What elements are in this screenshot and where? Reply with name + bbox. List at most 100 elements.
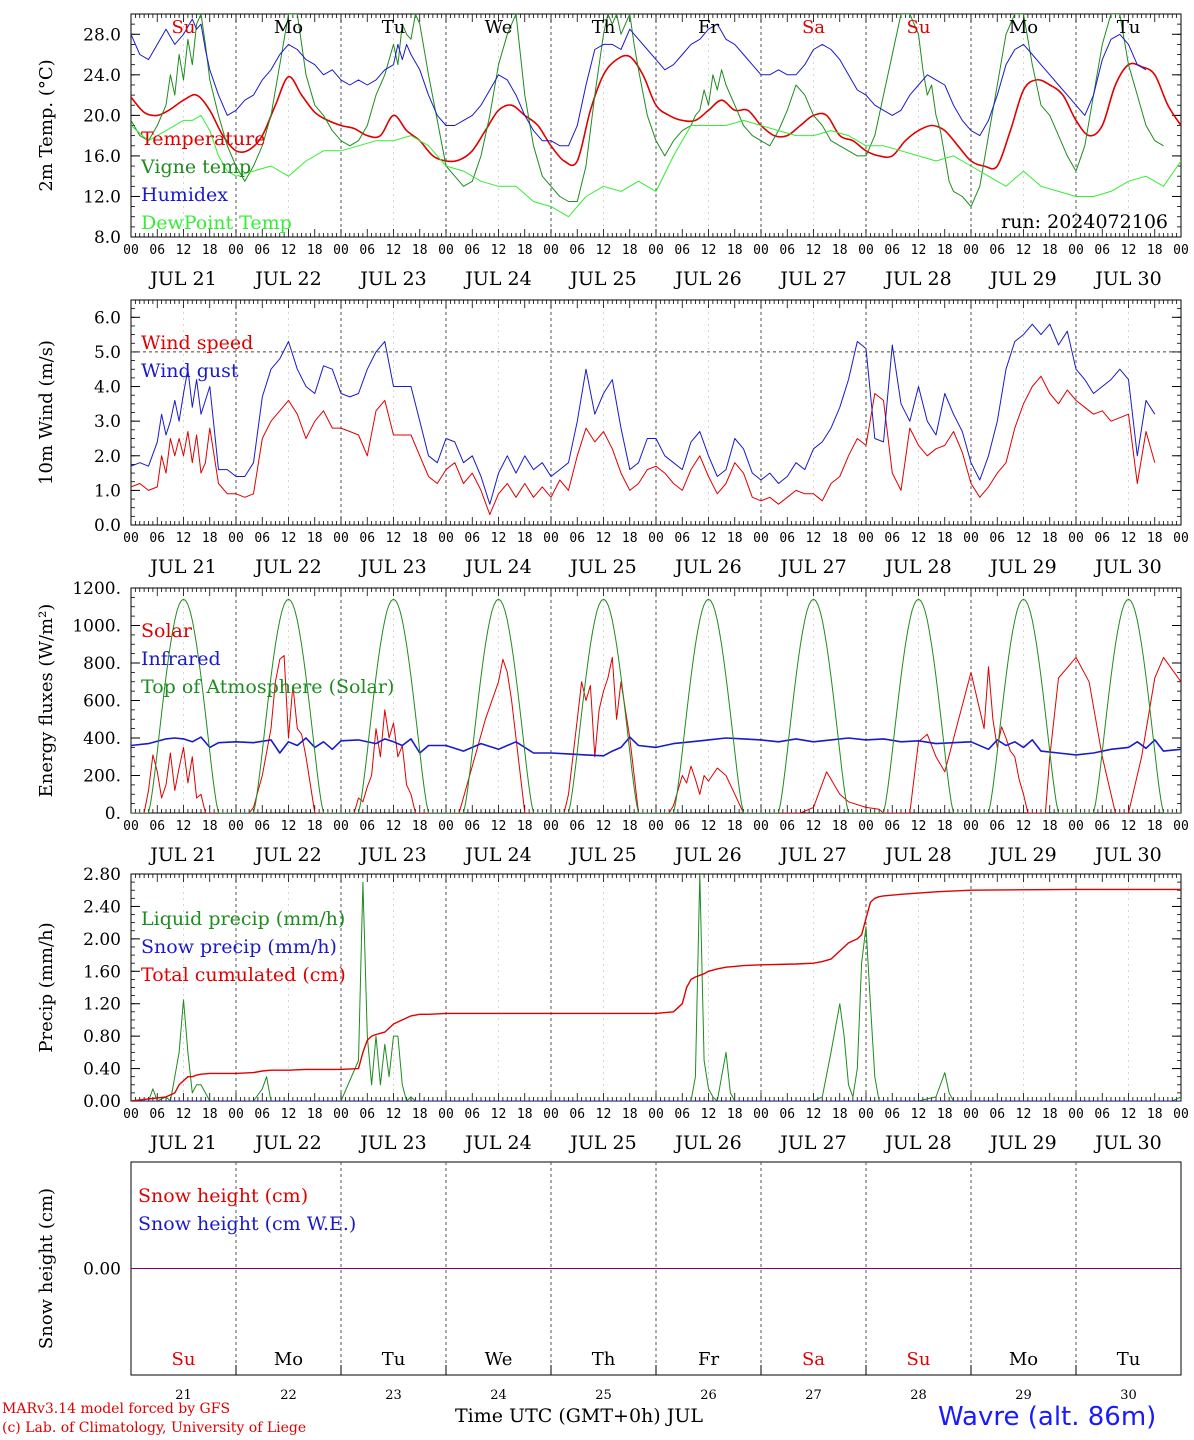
hour-tick-label: 18: [937, 243, 953, 258]
weekday-label: Mo: [1009, 1349, 1038, 1370]
hour-tick-label: 06: [884, 243, 900, 258]
hour-tick-label: 18: [727, 531, 743, 546]
date-label: JUL 24: [463, 268, 531, 290]
y-tick-label: 3.0: [94, 412, 121, 432]
weekday-label: Fr: [698, 1349, 719, 1370]
y-tick-label: 2.40: [83, 897, 121, 917]
hour-tick-label: 12: [491, 819, 507, 834]
date-label: JUL 25: [568, 844, 636, 866]
hour-tick-label: 00: [333, 531, 349, 546]
hour-tick-label: 00: [228, 819, 244, 834]
y-tick-label: 24.0: [83, 66, 121, 86]
y-tick-label: 1.0: [94, 481, 121, 501]
hour-tick-label: 18: [727, 1107, 743, 1122]
y-axis-label-temperature: 2m Temp. (°C): [36, 59, 57, 191]
run-label: run: 2024072106: [1001, 211, 1168, 233]
hour-tick-label: 12: [1016, 1107, 1032, 1122]
y-tick-label: 0.0: [94, 516, 121, 536]
series-line-wind-gust: [131, 323, 1156, 505]
hour-tick-label: 06: [779, 819, 795, 834]
day-number-label: 27: [805, 1388, 822, 1403]
hour-tick-label: 12: [281, 1107, 297, 1122]
hour-tick-label: 00: [333, 243, 349, 258]
series-group-energy: [131, 598, 1181, 813]
hour-tick-label: 12: [911, 243, 927, 258]
series-line-vigne-temp: [131, 14, 1164, 208]
day-number-label: 30: [1120, 1388, 1137, 1403]
weekday-label: We: [485, 1349, 513, 1370]
hour-tick-label: 18: [517, 1107, 533, 1122]
hour-tick-label: 06: [569, 1107, 585, 1122]
legend-entry: Vigne temp: [140, 156, 251, 178]
hour-tick-label: 12: [176, 243, 192, 258]
hour-tick-label: 12: [701, 819, 717, 834]
y-tick-label: 20.0: [83, 106, 121, 126]
hour-tick-label: 12: [386, 531, 402, 546]
y-tick-label: 200.: [83, 767, 121, 787]
day-number-label: 29: [1015, 1388, 1032, 1403]
hour-tick-label: 06: [149, 819, 165, 834]
y-tick-label: 1.20: [83, 995, 121, 1015]
date-label: JUL 27: [778, 556, 846, 578]
date-label: JUL 23: [358, 844, 426, 866]
hour-tick-label: 18: [307, 531, 323, 546]
hour-tick-label: 00: [753, 243, 769, 258]
date-label: JUL 22: [253, 844, 321, 866]
hour-tick-label: 18: [727, 819, 743, 834]
hour-tick-label: 00: [333, 1107, 349, 1122]
y-tick-label: 0.00: [83, 1092, 121, 1112]
hour-tick-label: 12: [596, 243, 612, 258]
hour-tick-label: 18: [937, 1107, 953, 1122]
hour-tick-label: 00: [963, 243, 979, 258]
legend-entry: Infrared: [141, 648, 221, 670]
date-label: JUL 27: [778, 268, 846, 290]
hour-tick-label: 06: [254, 243, 270, 258]
date-label: JUL 23: [358, 1132, 426, 1154]
series-line-temperature: [131, 54, 1181, 170]
hour-tick-label: 06: [674, 531, 690, 546]
hour-tick-label: 12: [1121, 243, 1137, 258]
date-label: JUL 23: [358, 268, 426, 290]
hour-tick-label: 06: [359, 819, 375, 834]
hour-tick-label: 18: [1042, 1107, 1058, 1122]
hour-tick-label: 18: [727, 243, 743, 258]
date-label: JUL 26: [673, 1132, 741, 1154]
hour-tick-label: 12: [911, 819, 927, 834]
hour-tick-label: 00: [648, 531, 664, 546]
hour-tick-label: 00: [123, 1107, 139, 1122]
hour-tick-label: 06: [674, 1107, 690, 1122]
legend-entry: Snow precip (mm/h): [141, 936, 337, 958]
weekday-label: Mo: [274, 1349, 303, 1370]
hour-tick-label: 18: [307, 819, 323, 834]
hour-tick-label: 18: [622, 819, 638, 834]
hour-tick-label: 12: [1016, 243, 1032, 258]
hour-tick-label: 00: [858, 819, 874, 834]
date-label: JUL 21: [148, 556, 216, 578]
hour-tick-label: 06: [149, 1107, 165, 1122]
y-tick-label: 1200.: [72, 579, 121, 599]
weekday-label: Su: [172, 1349, 196, 1370]
series-line-top-of-atmosphere-solar-: [131, 598, 1181, 813]
hour-tick-label: 12: [281, 819, 297, 834]
weekday-label: Tu: [1117, 17, 1141, 38]
series-line-infrared: [131, 736, 1181, 757]
hour-tick-label: 18: [832, 819, 848, 834]
hour-tick-label: 06: [254, 819, 270, 834]
date-label: JUL 26: [673, 556, 741, 578]
hour-tick-label: 18: [1147, 1107, 1163, 1122]
hour-tick-label: 18: [412, 819, 428, 834]
hour-tick-label: 18: [832, 531, 848, 546]
hour-tick-label: 18: [202, 243, 218, 258]
hour-tick-label: 06: [359, 1107, 375, 1122]
y-tick-label: 4.0: [94, 378, 121, 398]
legend-entry: Snow height (cm): [138, 1185, 308, 1207]
y-tick-label: 800.: [83, 654, 121, 674]
y-tick-label: 1000.: [72, 617, 121, 637]
date-label: JUL 28: [883, 844, 951, 866]
y-axis-label-wind: 10m Wind (m/s): [36, 340, 57, 485]
y-tick-label: 2.80: [83, 865, 121, 885]
weekday-label: Su: [172, 17, 196, 38]
date-label: JUL 25: [568, 1132, 636, 1154]
hour-tick-label: 06: [464, 243, 480, 258]
